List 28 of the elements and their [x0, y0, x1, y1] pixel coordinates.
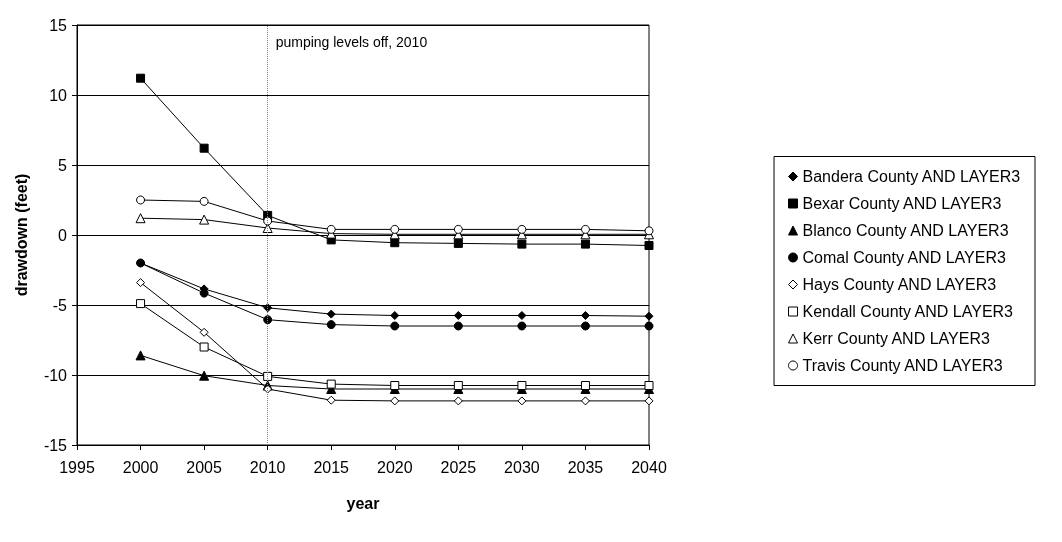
- y-tick-label: 15: [49, 16, 68, 34]
- y-tick-label: -15: [43, 436, 68, 454]
- x-tick-label: 1995: [59, 458, 95, 476]
- x-tick-label: 2005: [186, 458, 223, 476]
- y-tick-label: 10: [49, 86, 68, 104]
- x-tick-label: 2000: [122, 458, 159, 476]
- legend-label: Bexar County AND LAYER3: [802, 195, 1002, 212]
- y-tick-label: 5: [58, 156, 68, 174]
- legend-label: Hays County AND LAYER3: [802, 276, 997, 293]
- x-tick-label: 2035: [567, 458, 604, 476]
- x-tick-label: 2020: [376, 458, 413, 476]
- x-tick-label: 2030: [504, 458, 540, 476]
- x-tick-label: 2015: [313, 458, 350, 476]
- legend-label: Kendall County AND LAYER3: [802, 303, 1014, 320]
- y-tick-label: -5: [52, 296, 68, 314]
- x-axis-title: year: [346, 494, 380, 512]
- x-tick-label: 2010: [249, 458, 286, 476]
- legend-label: Kerr County AND LAYER3: [802, 330, 990, 347]
- y-axis-title: drawdown (feet): [12, 173, 30, 297]
- legend-label: Bandera County AND LAYER3: [802, 168, 1021, 185]
- y-tick-label: -10: [43, 366, 68, 384]
- x-tick-label: 2025: [440, 458, 477, 476]
- y-tick-label: 0: [58, 226, 68, 244]
- x-tick-label: 2040: [631, 458, 667, 476]
- legend-label: Blanco County AND LAYER3: [802, 222, 1009, 239]
- ref-line-label: pumping levels off, 2010: [275, 34, 428, 50]
- legend-label: Travis County AND LAYER3: [802, 357, 1003, 374]
- legend-label: Comal County AND LAYER3: [802, 249, 1006, 266]
